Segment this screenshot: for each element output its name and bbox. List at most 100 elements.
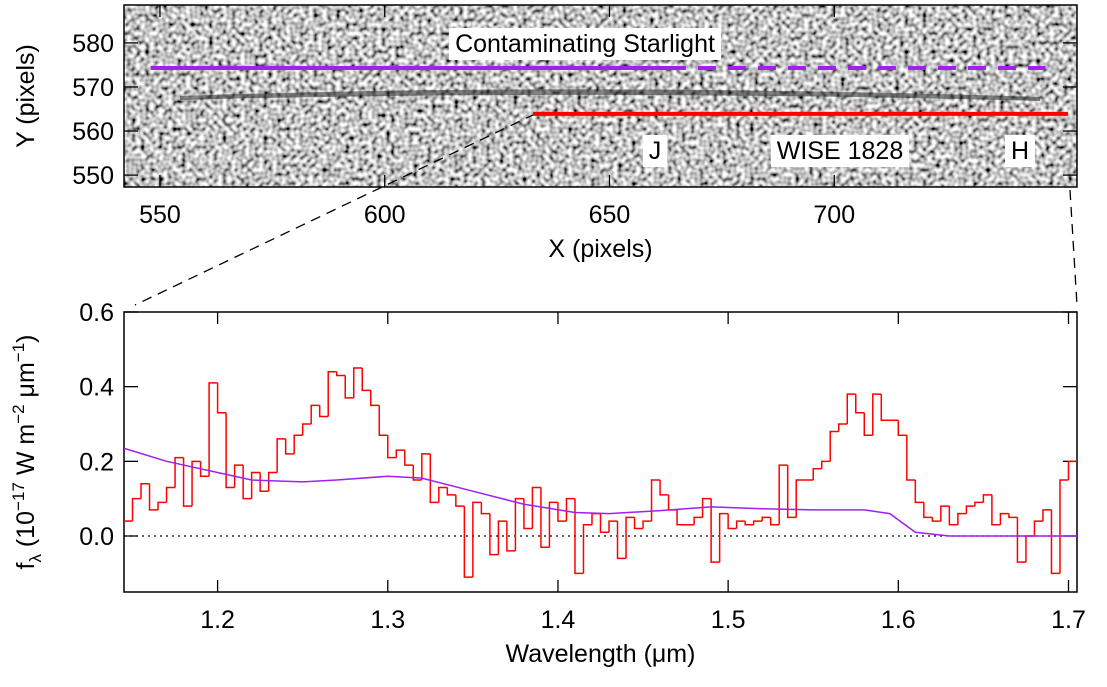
x-tick-label: 1.7 <box>1051 606 1086 634</box>
spectrum-step <box>974 501 984 507</box>
y-tick-label: 0.0 <box>79 523 114 551</box>
spectrum-step <box>948 506 958 526</box>
spectrum-step <box>233 464 244 488</box>
spectrum-step <box>497 520 507 555</box>
x-tick-label: 700 <box>813 201 855 229</box>
spectrum-step <box>1016 517 1026 563</box>
spectrum-step <box>318 405 329 418</box>
y-axis-label-part: (10 <box>12 511 40 554</box>
spectrum-step <box>846 393 856 424</box>
spectrum-step <box>633 517 644 530</box>
spectrum-step <box>148 483 159 511</box>
spectrum-step <box>965 505 975 514</box>
x-tick-label: 1.2 <box>200 606 235 634</box>
x-tick-label: 550 <box>139 201 181 229</box>
spectrum-step <box>395 449 405 458</box>
spectrum-step <box>489 513 499 556</box>
spectrum-step <box>982 494 992 503</box>
x-tick-label: 1.5 <box>711 606 746 634</box>
spectrum-step <box>463 506 473 578</box>
spectrum-step <box>267 471 278 492</box>
spectrum-step <box>438 486 448 503</box>
spectrum-step <box>352 367 363 398</box>
spectrum-step <box>574 498 584 575</box>
zoom-guide <box>134 113 536 306</box>
spectrum-step <box>565 497 575 522</box>
plot-frame <box>123 4 1078 188</box>
spectrum-step <box>370 390 380 407</box>
spectrum-step <box>301 423 312 436</box>
y-tick-label: 0.6 <box>79 299 114 327</box>
spectrum-step <box>327 370 337 417</box>
spectrum-step <box>769 517 780 526</box>
y-tick-label: 550 <box>72 162 114 190</box>
spectrum-step <box>157 501 167 510</box>
y-axis-label-part: −1 <box>9 343 28 362</box>
spectrum-step <box>778 464 788 525</box>
spectrum-step <box>514 497 524 551</box>
annotation: Contaminating Starlight <box>455 30 715 58</box>
spectrum-panel: 1.2 1.3 1.4 1.5 1.6 1.7 0.0 0.2 0.4 0.6 Wavelength… <box>9 299 1086 668</box>
spectrum-step <box>480 502 490 515</box>
annotation-background <box>449 28 721 60</box>
spectrum-step <box>1008 513 1018 519</box>
spectrum-step <box>344 375 354 399</box>
spectrum-step <box>752 520 763 525</box>
y-tick-label: 0.2 <box>79 448 114 476</box>
spectrum-step <box>540 487 550 548</box>
annotation-background <box>642 135 668 167</box>
spectrum-step <box>940 505 950 522</box>
spectrum-step <box>174 456 184 488</box>
spectrum-step <box>855 394 865 414</box>
spectrum-step <box>838 423 848 432</box>
spectrum-step <box>923 502 933 519</box>
spectrum-step <box>727 513 737 530</box>
y-axis-label: fλ (10−17 W m−2 μm−1) <box>9 334 45 569</box>
x-tick-label: 1.6 <box>881 606 916 634</box>
spectrum-step <box>931 517 941 522</box>
spectrum-step <box>650 479 661 522</box>
spectrum-step <box>378 405 388 436</box>
x-tick-label: 650 <box>589 201 631 229</box>
spectral-trace <box>180 89 1040 101</box>
spectrum-step <box>199 461 210 478</box>
y-axis-label: Y (pixels) <box>12 44 40 148</box>
annotation: WISE 1828 <box>777 137 903 165</box>
spectrum-step <box>250 471 261 499</box>
y-axis-label-part: f <box>12 563 40 570</box>
spectrum-step <box>455 494 465 507</box>
spectrum-step <box>387 435 397 459</box>
spectrum-step <box>284 438 295 455</box>
spectrum-step <box>616 521 627 560</box>
spectrum-step <box>446 487 456 496</box>
spectrum-step <box>591 512 601 525</box>
spectrum-step <box>242 465 252 500</box>
y-axis-label-part: ) <box>12 334 40 342</box>
spectrum-step <box>599 513 610 534</box>
x-tick-label: 600 <box>364 201 406 229</box>
spectrum-step <box>795 479 805 518</box>
spectrum-step <box>472 501 482 578</box>
annotation: J <box>649 137 662 165</box>
spectrum-step <box>693 516 703 525</box>
spectrum-step <box>225 412 235 489</box>
spectrum-step <box>165 486 176 503</box>
spectrum-step <box>676 509 686 526</box>
spectrum-step <box>429 453 439 504</box>
spectrum-step <box>608 520 618 533</box>
spectrum-step <box>582 524 592 574</box>
spectrum-step <box>735 520 746 529</box>
spectrum-step <box>131 497 142 522</box>
spectrum-step <box>310 404 320 424</box>
spectrum-step <box>914 480 924 504</box>
spectrum-step <box>523 498 533 530</box>
x-tick-label: 1.4 <box>541 606 576 634</box>
spectrum-step <box>744 521 754 526</box>
spectrum-step <box>421 453 431 480</box>
spectrum-step <box>140 482 150 499</box>
spectrum-step <box>667 494 678 511</box>
image-panel: 550 600 650 700 550 560 570 580 X (pixels) Y (pix… <box>12 4 1078 263</box>
annotation-background <box>1004 135 1036 167</box>
x-axis-label: Wavelength (μm) <box>506 640 696 668</box>
